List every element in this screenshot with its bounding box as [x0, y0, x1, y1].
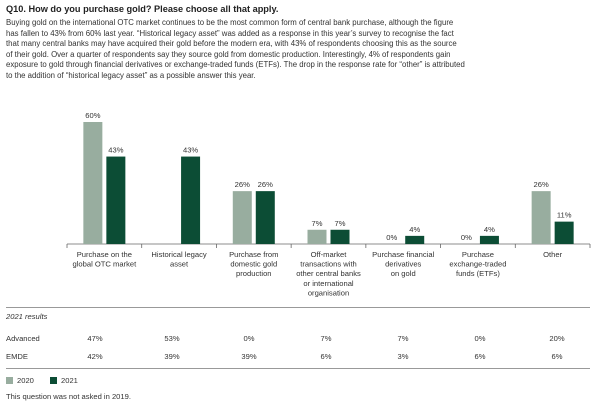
- data-label: 60%: [85, 111, 100, 120]
- data-label: 7%: [312, 219, 323, 228]
- legend-swatch: [6, 377, 13, 384]
- results-cell: 6%: [527, 352, 587, 361]
- legend-item-2020: 2020: [6, 376, 34, 385]
- legend-label: 2020: [17, 376, 34, 385]
- x-tick-label: Purchase on the: [77, 250, 132, 259]
- results-cell: 47%: [65, 334, 125, 343]
- x-tick-label: Off-market: [311, 250, 348, 259]
- divider: [6, 307, 590, 308]
- legend-item-2021: 2021: [50, 376, 78, 385]
- data-label: 26%: [235, 180, 250, 189]
- row-label: EMDE: [6, 352, 28, 361]
- data-label: 26%: [258, 180, 273, 189]
- results-cell: 42%: [65, 352, 125, 361]
- divider: [6, 368, 590, 369]
- bar-2021: [331, 230, 350, 244]
- bar-2021: [480, 236, 499, 244]
- legend-swatch: [50, 377, 57, 384]
- x-tick-label: domestic gold: [230, 260, 277, 269]
- data-label: 7%: [335, 219, 346, 228]
- data-label: 26%: [534, 180, 549, 189]
- x-tick-label: other central banks: [296, 269, 361, 278]
- bar-2021: [106, 157, 125, 244]
- bar-2021: [555, 222, 574, 244]
- results-cell: 39%: [219, 352, 279, 361]
- data-label: 0%: [386, 233, 397, 242]
- results-header: 2021 results: [6, 312, 47, 321]
- row-label: Advanced: [6, 334, 40, 343]
- footnote: This question was not asked in 2019.: [6, 392, 131, 401]
- x-tick-label: transactions with: [300, 260, 357, 269]
- legend-label: 2021: [61, 376, 78, 385]
- data-label: 43%: [108, 146, 123, 155]
- x-tick-label: organisation: [308, 288, 349, 297]
- x-tick-label: Purchase: [462, 250, 494, 259]
- results-cell: 39%: [142, 352, 202, 361]
- bar-2021: [181, 157, 200, 244]
- bar-2020: [308, 230, 327, 244]
- results-cell: 53%: [142, 334, 202, 343]
- results-cell: 20%: [527, 334, 587, 343]
- bar-2021: [405, 236, 424, 244]
- results-cell: 0%: [219, 334, 279, 343]
- results-cell: 3%: [373, 352, 433, 361]
- x-tick-label: funds (ETFs): [456, 269, 500, 278]
- x-tick-label: Other: [543, 250, 562, 259]
- results-cell: 0%: [450, 334, 510, 343]
- data-label: 11%: [557, 211, 572, 220]
- results-cell: 6%: [450, 352, 510, 361]
- results-row-advanced: Advanced 47% 53% 0% 7% 7% 0% 20%: [6, 334, 590, 346]
- x-tick-label: Purchase from: [229, 250, 278, 259]
- results-cell: 7%: [296, 334, 356, 343]
- x-tick-label: exchange-traded: [449, 260, 506, 269]
- x-tick-label: on gold: [391, 269, 416, 278]
- data-label: 0%: [461, 233, 472, 242]
- bar-2020: [233, 191, 252, 244]
- x-tick-label: or international: [303, 279, 354, 288]
- bar-2021: [256, 191, 275, 244]
- x-tick-label: derivatives: [385, 260, 421, 269]
- x-tick-label: Purchase financial: [372, 250, 434, 259]
- x-tick-label: global OTC market: [72, 260, 137, 269]
- results-row-emde: EMDE 42% 39% 39% 6% 3% 6% 6%: [6, 352, 590, 364]
- x-tick-label: Historical legacy: [151, 250, 206, 259]
- data-label: 4%: [409, 225, 420, 234]
- results-cell: 6%: [296, 352, 356, 361]
- data-label: 43%: [183, 146, 198, 155]
- x-tick-label: asset: [170, 260, 189, 269]
- bar-2020: [83, 122, 102, 244]
- x-tick-label: production: [236, 269, 271, 278]
- bar-2020: [532, 191, 551, 244]
- results-cell: 7%: [373, 334, 433, 343]
- data-label: 4%: [484, 225, 495, 234]
